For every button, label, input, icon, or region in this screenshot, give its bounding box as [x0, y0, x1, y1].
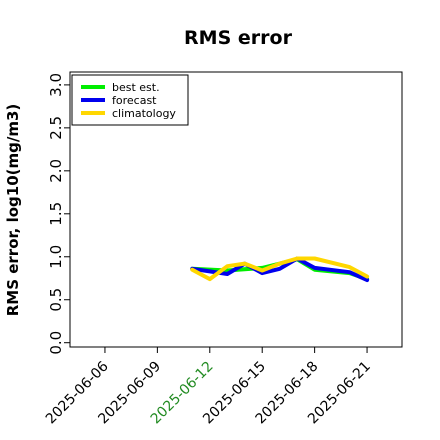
series-line-climatology: [190, 256, 370, 282]
y-tick-label: 2.0: [47, 159, 65, 183]
x-axis: 2025-06-062025-06-092025-06-122025-06-15…: [43, 347, 374, 427]
y-tick-label: 0.0: [47, 331, 65, 355]
y-tick-label: 1.0: [47, 245, 65, 269]
y-tick-label: 2.5: [47, 116, 65, 140]
y-tick-label: 3.0: [47, 73, 65, 97]
legend-label: best est.: [112, 81, 160, 94]
y-tick-label: 0.5: [47, 288, 65, 312]
chart-title: RMS error: [184, 27, 293, 49]
y-tick-label: 1.5: [47, 202, 65, 226]
y-axis: 0.0 0.5 1.0 1.5 2.0 2.5 3.0: [47, 73, 70, 355]
legend-label: climatology: [112, 107, 176, 120]
legend-box: [71, 74, 189, 126]
series-layer: [190, 256, 370, 282]
plot-area: [69, 71, 403, 348]
y-axis-label: RMS error, log10(mg/m3): [4, 104, 22, 317]
legend-label: forecast: [112, 94, 157, 107]
